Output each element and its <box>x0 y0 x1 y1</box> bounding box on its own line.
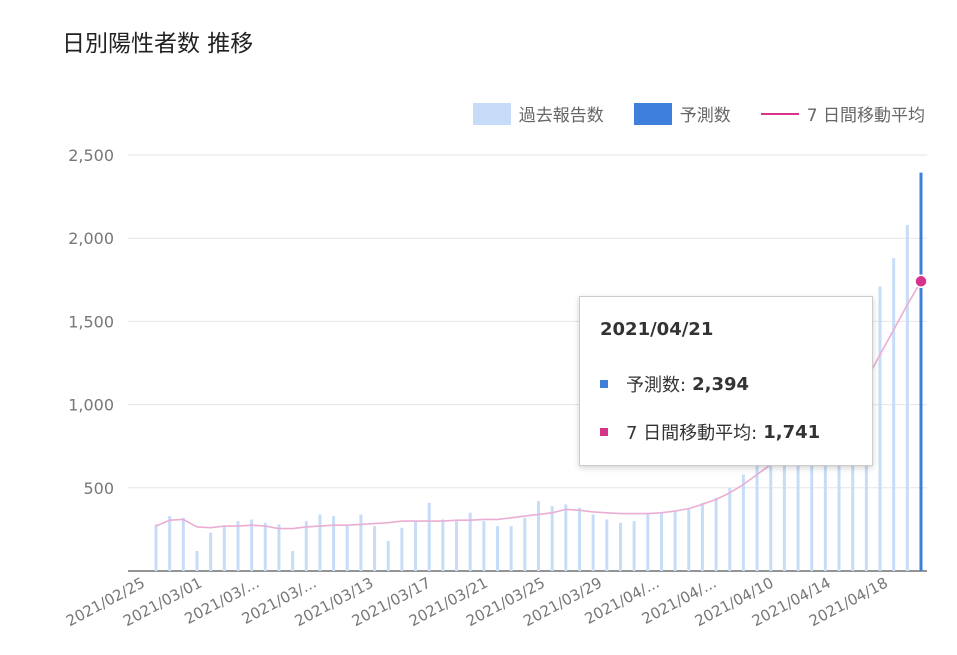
bar-past <box>550 506 554 571</box>
tooltip-row-moving-avg: 7 日間移動平均: 1,741 <box>600 419 820 445</box>
y-tick-label: 500 <box>83 479 114 498</box>
tooltip-row-predicted: 予測数: 2,394 <box>600 371 749 397</box>
legend-swatch-past <box>472 102 511 125</box>
bar-past <box>509 526 513 571</box>
bar-past <box>687 509 691 571</box>
legend-swatch-moving-avg <box>760 112 799 115</box>
tooltip-predicted-value: 2,394 <box>692 373 750 395</box>
bar-past <box>482 521 486 571</box>
bar-past <box>195 551 199 571</box>
bar-past <box>236 521 240 571</box>
bar-predicted <box>919 172 923 571</box>
bar-past <box>291 551 295 571</box>
bar-past <box>263 522 267 571</box>
tooltip-predicted-label: 予測数: <box>626 375 687 396</box>
tooltip-swatch-moving-avg <box>600 428 608 436</box>
bar-past <box>564 504 568 571</box>
chart-title: 日別陽性者数 推移 <box>62 31 254 57</box>
bar-past <box>892 258 896 571</box>
bar-past <box>714 497 718 571</box>
legend-label-past: 過去報告数 <box>518 106 604 126</box>
bar-past <box>646 514 650 571</box>
bar-past <box>782 439 786 571</box>
bar-past <box>700 502 704 571</box>
bar-past <box>441 519 445 571</box>
bar-past <box>209 532 213 571</box>
legend-label-moving-avg: 7 日間移動平均 <box>806 106 925 126</box>
bar-past <box>905 224 909 571</box>
bar-past <box>741 474 745 571</box>
bar-past <box>810 417 814 571</box>
bar-past <box>537 501 540 571</box>
bar-past <box>318 514 322 571</box>
y-tick-label: 1,000 <box>68 396 114 415</box>
bar-past <box>796 429 800 571</box>
tooltip-date: 2021/04/21 <box>600 319 714 340</box>
bar-past <box>154 524 158 571</box>
bar-past <box>455 521 459 571</box>
bar-past <box>632 521 636 571</box>
bar-past <box>332 516 336 571</box>
bar-past <box>345 524 349 571</box>
bar-past <box>837 404 841 571</box>
bar-past <box>400 527 404 571</box>
legend-swatch-predicted <box>633 102 672 125</box>
bar-past <box>659 512 663 571</box>
tooltip-avg-label: 7 日間移動平均: <box>626 423 758 444</box>
bar-past <box>168 516 172 571</box>
tooltip: 2021/04/21 予測数: 2,394 7 日間移動平均: 1,741 <box>579 296 873 466</box>
bar-past <box>414 521 418 571</box>
bar-past <box>591 514 595 571</box>
moving-avg-highlight-point <box>914 274 928 289</box>
y-tick-label: 2,000 <box>68 229 114 248</box>
bar-past <box>277 524 281 571</box>
bar-past <box>496 526 500 571</box>
bar-past <box>728 487 732 571</box>
bar-past <box>523 517 527 571</box>
bar-past <box>769 444 773 571</box>
bar-past <box>359 514 363 571</box>
bar-past <box>386 541 390 571</box>
tooltip-avg-value: 1,741 <box>763 421 821 443</box>
bar-past <box>250 519 254 571</box>
bar-past <box>851 381 855 571</box>
bar-past <box>755 457 759 571</box>
bar-past <box>427 502 431 571</box>
legend-item-moving-avg[interactable]: 7 日間移動平均 <box>760 101 925 126</box>
bar-past <box>618 522 622 571</box>
legend-item-past[interactable]: 過去報告数 <box>472 101 604 126</box>
legend-label-predicted: 予測数 <box>679 106 731 126</box>
y-tick-label: 1,500 <box>68 312 114 331</box>
bar-past <box>823 412 827 571</box>
bar-past <box>468 512 472 571</box>
legend-item-predicted[interactable]: 予測数 <box>633 101 731 126</box>
bar-past <box>605 519 609 571</box>
bar-past <box>222 526 226 571</box>
bar-past <box>373 526 377 571</box>
bar-past <box>181 517 185 571</box>
tooltip-swatch-predicted <box>600 380 608 388</box>
legend: 過去報告数 予測数 7 日間移動平均 <box>443 101 925 126</box>
bar-past <box>673 511 677 571</box>
bar-past <box>304 521 308 571</box>
bar-past <box>577 507 581 571</box>
bar-past <box>878 286 882 571</box>
y-tick-label: 2,500 <box>68 146 114 165</box>
